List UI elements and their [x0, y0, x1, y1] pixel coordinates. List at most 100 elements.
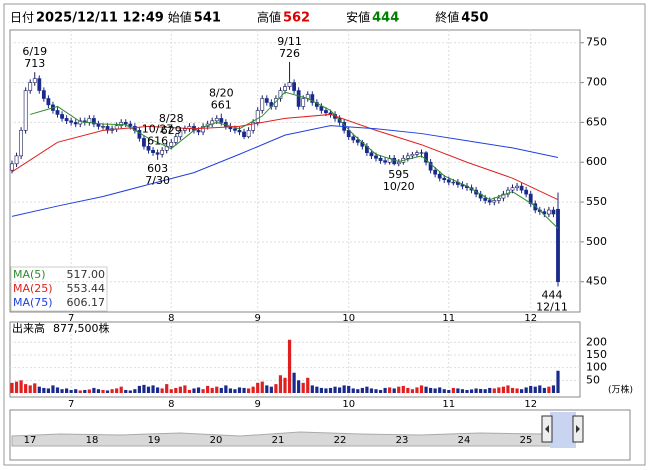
ma-line	[30, 91, 559, 229]
volume-bar	[410, 389, 414, 393]
volume-bar	[469, 389, 474, 393]
volume-bar	[65, 388, 69, 393]
candle-body	[123, 122, 128, 125]
candle-body	[246, 130, 251, 138]
volume-bar	[306, 377, 310, 393]
annotation-value: 629	[161, 124, 182, 137]
volume-bar	[319, 387, 323, 393]
candle-body	[546, 209, 551, 215]
x-tick-label: 7	[68, 399, 74, 410]
header-label: 終値	[435, 10, 459, 25]
volume-bar	[392, 388, 396, 393]
candle-body	[319, 106, 324, 111]
y-tick-label: 550	[586, 195, 607, 208]
candle-body	[533, 203, 538, 211]
candle-body	[155, 152, 160, 155]
navigator-label: 17	[24, 435, 37, 446]
volume-bar	[55, 387, 60, 393]
volume-bar	[356, 389, 360, 393]
volume-bar	[128, 390, 132, 393]
candle-body	[69, 120, 74, 123]
volume-bar	[233, 389, 237, 393]
navigator-label: 21	[272, 435, 285, 446]
volume-bar	[333, 386, 337, 393]
volume-bar	[401, 385, 405, 393]
candle-body	[73, 122, 78, 125]
volume-bar	[492, 388, 496, 393]
volume-bar	[247, 388, 251, 393]
candle-body	[433, 169, 438, 175]
candle-body	[78, 120, 83, 125]
x-tick-label: 12	[524, 399, 537, 410]
volume-bar	[438, 387, 442, 393]
annotation-value: 713	[24, 57, 45, 70]
volume-bar	[301, 382, 305, 393]
volume-bar	[447, 389, 451, 393]
volume-bar	[183, 385, 187, 393]
candle-body	[101, 126, 105, 128]
ma-line	[11, 113, 559, 201]
volume-bar	[33, 383, 37, 393]
candle-body	[255, 110, 260, 123]
volume-bar	[178, 386, 182, 393]
volume-bar	[83, 389, 87, 393]
candle-body	[369, 152, 374, 157]
candle-body	[37, 78, 42, 91]
candle-body	[32, 78, 37, 83]
candle-body	[283, 86, 287, 91]
volume-bar	[433, 388, 437, 393]
x-tick-label: 9	[255, 313, 261, 324]
candle-body	[64, 118, 69, 122]
navigator-label: 18	[86, 435, 99, 446]
volume-bar	[529, 385, 533, 393]
volume-bar	[51, 385, 55, 393]
volume-bar	[69, 389, 73, 393]
volume-bar	[60, 389, 64, 393]
navigator-label: 23	[396, 435, 409, 446]
annotation-date: 6/19	[22, 45, 47, 58]
candle-body	[183, 128, 187, 131]
candle-body	[142, 138, 146, 147]
candle-body	[378, 157, 383, 161]
candle-body	[351, 136, 356, 141]
volume-bar	[228, 388, 232, 393]
volume-bar	[283, 377, 287, 393]
volume-bar	[542, 387, 546, 393]
volume-bar	[274, 384, 278, 393]
volume-bar	[24, 384, 28, 393]
candle-body	[160, 149, 165, 155]
candle-body	[41, 90, 46, 99]
volume-bar	[424, 386, 428, 393]
volume-bar	[383, 387, 387, 393]
candle-body	[233, 128, 237, 131]
candle-body	[437, 173, 442, 179]
volume-bar	[328, 387, 333, 393]
volume-latest: 877,500株	[53, 321, 110, 335]
volume-bar	[315, 386, 319, 393]
candle-body	[483, 197, 488, 201]
annotation-value: 444	[542, 289, 563, 302]
candle-body	[237, 130, 242, 133]
y-tick-label: 600	[586, 155, 607, 168]
x-tick-label: 10	[342, 399, 355, 410]
volume-panel	[9, 321, 581, 398]
ma-line	[11, 125, 559, 217]
volume-bar	[369, 388, 374, 393]
volume-bar	[28, 385, 32, 393]
volume-bar	[483, 389, 487, 393]
volume-bar	[133, 389, 137, 393]
candle-body	[446, 179, 451, 183]
candle-body	[383, 160, 388, 163]
y-tick-label: 700	[586, 76, 607, 89]
candle-body	[87, 118, 92, 123]
candle-body	[551, 209, 556, 215]
candle-body	[524, 189, 529, 195]
candle-body	[146, 146, 151, 151]
volume-bar	[46, 388, 50, 393]
navigator-selection[interactable]	[550, 412, 576, 448]
candle-body	[428, 161, 433, 171]
price-panel	[9, 29, 581, 313]
annotation-date: 12/11	[536, 301, 568, 314]
candle-body	[405, 155, 410, 159]
volume-bar	[287, 339, 292, 393]
